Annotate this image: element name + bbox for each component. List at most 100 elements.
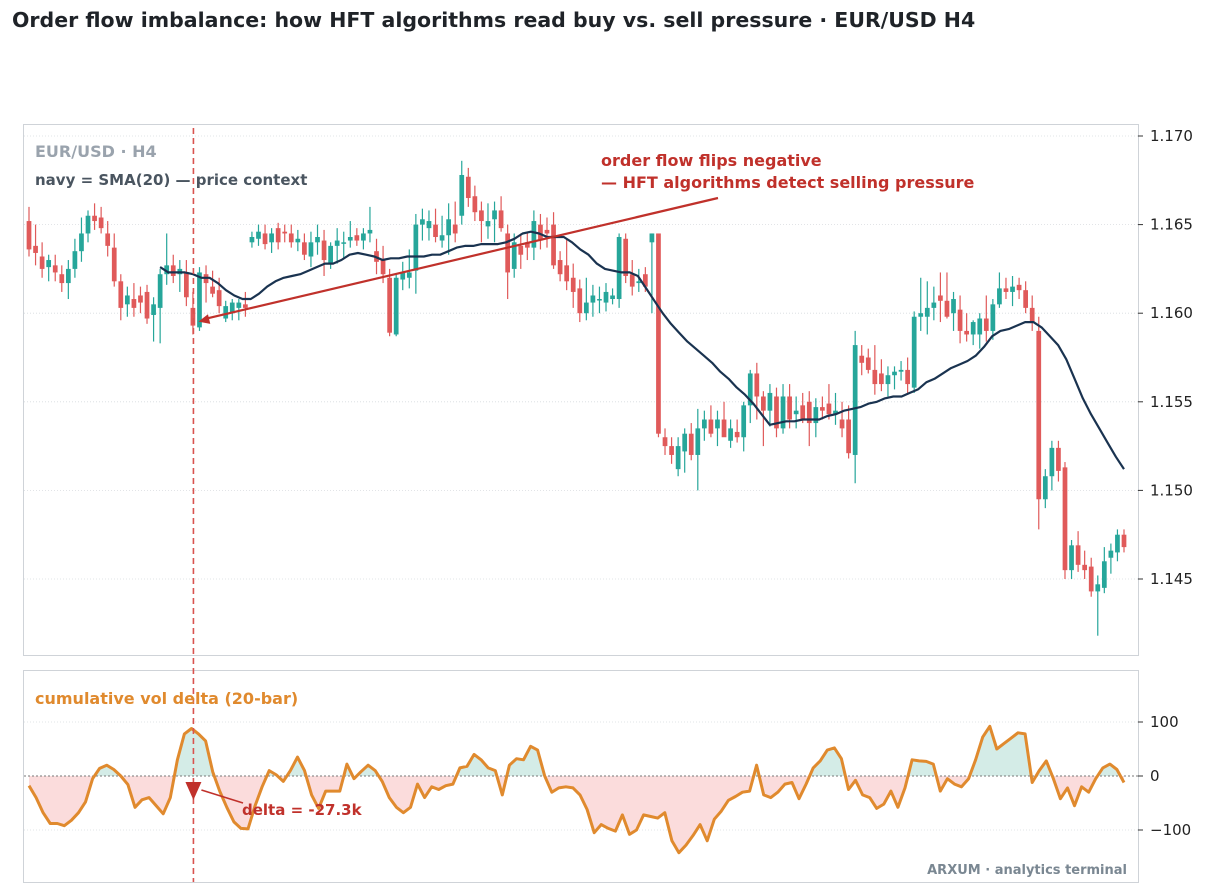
candle-body: [741, 405, 747, 438]
delta-annotation-arrow: [201, 789, 244, 804]
candle-body: [918, 313, 924, 317]
delta-negative-area: [845, 776, 908, 809]
candlestick-series: [26, 160, 1127, 636]
candle-body: [236, 302, 242, 308]
price-tick-label: 1.150: [1150, 481, 1193, 499]
candle-body: [1088, 566, 1094, 592]
candle-body: [479, 210, 484, 222]
candle-body: [1029, 307, 1035, 323]
candle-body: [210, 286, 215, 294]
delta-positive-area: [809, 747, 846, 776]
candle-body: [1121, 534, 1127, 548]
delta-positive-area: [969, 726, 1032, 776]
candle-body: [98, 217, 104, 229]
candle-body: [157, 274, 163, 308]
candle-body: [124, 295, 130, 305]
candle-body: [1082, 564, 1088, 571]
price-panel-frame: [23, 124, 1139, 656]
candle-body: [898, 369, 904, 372]
candle-body: [761, 396, 766, 411]
candle-body: [249, 237, 255, 243]
candle-body: [747, 373, 753, 406]
candle-body: [59, 274, 65, 284]
candle-body: [459, 174, 465, 216]
candle-body: [872, 369, 878, 385]
candle-body: [420, 219, 425, 225]
candle-body: [288, 233, 294, 243]
delta-positive-area: [1097, 764, 1121, 776]
candle-body: [433, 224, 438, 238]
candle-body: [1115, 534, 1120, 553]
candle-body: [472, 196, 478, 213]
candle-body: [800, 405, 806, 420]
candle-body: [931, 302, 937, 308]
price-tick-label: 1.170: [1150, 127, 1193, 145]
candle-body: [695, 428, 701, 455]
candle-body: [879, 373, 884, 385]
candle-body: [544, 229, 550, 234]
candle-body: [256, 231, 261, 239]
candle-body: [728, 428, 733, 441]
candle-body: [26, 221, 32, 250]
candle-body: [511, 242, 517, 269]
candle-body: [321, 240, 327, 261]
candle-body: [111, 247, 117, 282]
candle-body: [341, 242, 347, 244]
candle-body: [92, 215, 97, 222]
candle-body: [354, 235, 360, 241]
candle-body: [564, 265, 570, 282]
candle-body: [367, 229, 373, 234]
delta-positive-area: [506, 746, 545, 776]
candle-body: [990, 304, 996, 331]
candle-body: [629, 274, 635, 287]
candle-body: [734, 431, 740, 438]
candle-body: [216, 290, 222, 307]
delta-positive-area: [1036, 760, 1053, 776]
delta-positive-area: [356, 765, 379, 776]
candle-body: [774, 396, 779, 429]
candle-body: [138, 295, 143, 303]
annotation-arrow-head: [198, 314, 211, 324]
candle-body: [1101, 561, 1107, 588]
candle-body: [623, 238, 629, 276]
price-tick-label: 1.160: [1150, 304, 1193, 322]
candle-body: [577, 288, 583, 314]
candle-body: [518, 245, 524, 255]
candle-body: [833, 410, 838, 415]
price-tick-label: 1.145: [1150, 570, 1193, 588]
candle-body: [144, 291, 150, 319]
candle-body: [446, 219, 452, 236]
candle-body: [820, 407, 825, 411]
candle-body: [852, 345, 858, 455]
candle-body: [46, 260, 52, 268]
candle-body: [275, 228, 281, 243]
candle-body: [65, 268, 71, 284]
delta-negative-area: [936, 776, 970, 792]
candle-body: [1075, 545, 1081, 565]
candle-body: [780, 396, 786, 429]
delta-negative-area: [544, 776, 754, 853]
candle-body: [570, 277, 576, 292]
candle-body: [944, 300, 950, 317]
candle-body: [610, 295, 615, 300]
candle-body: [642, 274, 648, 287]
candle-body: [846, 419, 851, 454]
candle-body: [308, 242, 314, 257]
candle-body: [302, 242, 307, 255]
candle-body: [184, 272, 189, 298]
candle-body: [951, 299, 956, 314]
candle-body: [662, 437, 668, 447]
candle-body: [439, 235, 445, 241]
candle-body: [262, 233, 268, 245]
candle-body: [859, 355, 865, 363]
candle-body: [347, 237, 353, 241]
delta-y-axis: −100 0 100: [1138, 713, 1191, 839]
candle-body: [380, 260, 386, 275]
candle-body: [865, 357, 871, 370]
candle-body: [708, 419, 714, 434]
candle-body: [616, 237, 622, 300]
candle-body: [754, 373, 760, 397]
candle-body: [485, 221, 491, 227]
candle-body: [603, 291, 609, 303]
